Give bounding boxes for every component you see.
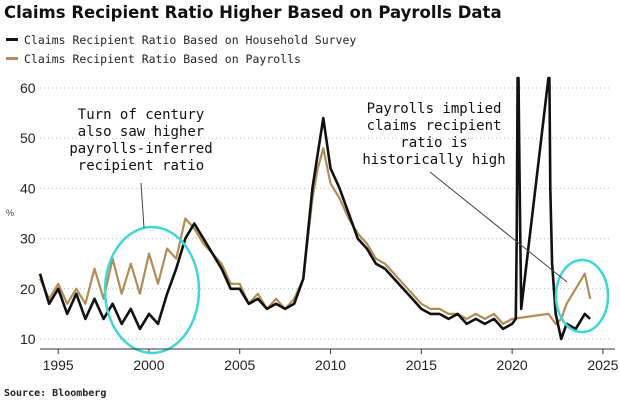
x-tick-label: 2025: [587, 357, 618, 373]
y-tick-label: 50: [20, 130, 36, 146]
y-tick-label: 60: [20, 80, 36, 96]
annotation-line: ratio is: [400, 135, 467, 151]
legend-item-payrolls: Claims Recipient Ratio Based on Payrolls: [6, 52, 301, 66]
chart-title: Claims Recipient Ratio Higher Based on P…: [4, 3, 502, 22]
highlight-ellipse-2024: [554, 258, 610, 334]
legend-swatch-household: [6, 38, 18, 41]
y-tick-label: 40: [20, 180, 36, 196]
annotation-line: payrolls-inferred: [69, 141, 212, 157]
y-tick-label: 10: [20, 331, 36, 347]
y-axis: 10 20 30 40 50 60: [20, 80, 36, 347]
annotation-line: historically high: [362, 152, 505, 168]
legend-item-household: Claims Recipient Ratio Based on Househol…: [6, 33, 356, 47]
x-axis: 1995 2000 2005 2010 2015 2020 2025: [43, 349, 619, 373]
annotation-arrow-right: [429, 171, 568, 283]
x-tick-label: 2015: [406, 357, 437, 373]
x-tick-label: 2000: [133, 357, 164, 373]
legend-swatch-payrolls: [6, 57, 18, 60]
series-line-household: [38, 76, 592, 341]
legend-label-payrolls: Claims Recipient Ratio Based on Payrolls: [24, 52, 301, 66]
y-tick-label: 20: [20, 281, 36, 297]
annotation-line: Turn of century: [78, 107, 204, 123]
source-note: Source: Bloomberg: [4, 388, 107, 399]
annotation-line: Payrolls implied: [367, 101, 502, 117]
y-axis-label: %: [6, 208, 14, 218]
y-tick-label: 30: [20, 231, 36, 247]
annotation-line: claims recipient: [367, 118, 502, 134]
annotation-arrow-left: [140, 182, 145, 229]
highlight-ellipse-2000: [103, 225, 201, 355]
annotation-line: also saw higher: [78, 124, 204, 140]
x-tick-label: 1995: [43, 357, 74, 373]
legend-label-household: Claims Recipient Ratio Based on Househol…: [24, 33, 357, 47]
x-tick-label: 2010: [315, 357, 346, 373]
x-tick-label: 2005: [224, 357, 255, 373]
plot-lines: [38, 76, 592, 341]
annotation-line: recipient ratio: [78, 158, 204, 174]
x-tick-label: 2020: [497, 357, 528, 373]
